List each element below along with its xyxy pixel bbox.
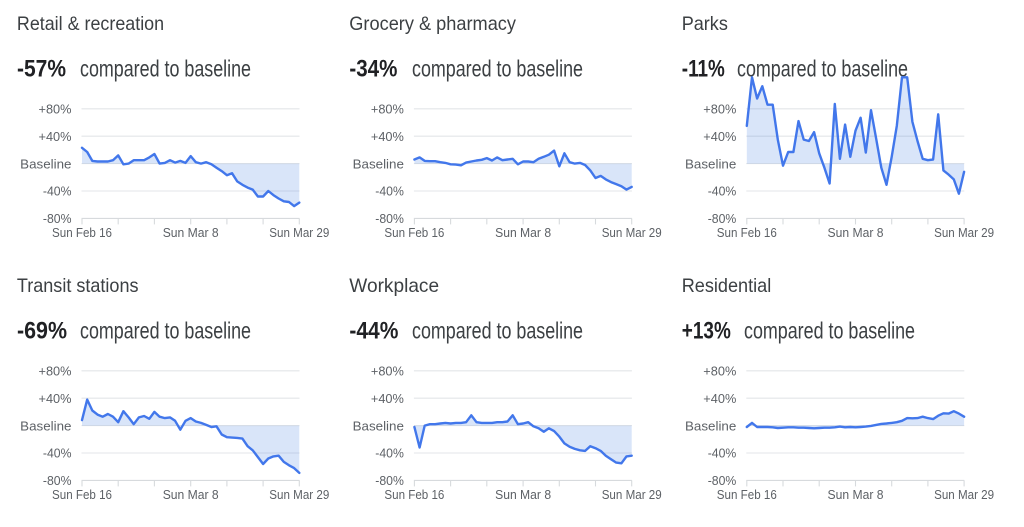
svg-text:-57%: -57% — [17, 56, 66, 83]
svg-text:Retail & recreation: Retail & recreation — [17, 13, 164, 35]
svg-text:-34%: -34% — [349, 56, 397, 83]
svg-text:Sun Mar 8: Sun Mar 8 — [163, 487, 219, 502]
svg-text:+80%: +80% — [703, 102, 736, 117]
svg-text:+13%: +13% — [682, 318, 731, 345]
svg-text:-80%: -80% — [43, 473, 72, 488]
svg-text:+80%: +80% — [39, 364, 72, 379]
svg-text:-40%: -40% — [708, 446, 737, 461]
svg-text:compared to baseline: compared to baseline — [744, 318, 915, 344]
svg-text:compared to baseline: compared to baseline — [80, 318, 251, 344]
svg-text:Sun Mar 8: Sun Mar 8 — [495, 487, 551, 502]
svg-text:Sun Feb 16: Sun Feb 16 — [717, 225, 777, 240]
svg-text:-40%: -40% — [708, 184, 737, 199]
svg-text:Transit stations: Transit stations — [17, 275, 139, 297]
svg-text:Sun Feb 16: Sun Feb 16 — [384, 487, 444, 502]
svg-text:-69%: -69% — [17, 318, 67, 345]
svg-text:-80%: -80% — [375, 473, 404, 488]
svg-text:Workplace: Workplace — [349, 275, 439, 297]
svg-text:Baseline: Baseline — [20, 418, 71, 433]
svg-text:+40%: +40% — [371, 129, 404, 144]
svg-text:Residential: Residential — [682, 275, 772, 297]
svg-text:Sun Feb 16: Sun Feb 16 — [52, 487, 112, 502]
svg-text:compared to baseline: compared to baseline — [737, 56, 908, 82]
svg-text:-44%: -44% — [349, 318, 398, 345]
svg-text:Sun Mar 29: Sun Mar 29 — [269, 225, 329, 240]
svg-text:Sun Mar 8: Sun Mar 8 — [163, 225, 219, 240]
svg-text:+40%: +40% — [39, 129, 72, 144]
svg-text:+40%: +40% — [371, 391, 404, 406]
svg-text:+80%: +80% — [371, 102, 404, 117]
svg-text:-40%: -40% — [43, 446, 72, 461]
svg-text:-40%: -40% — [375, 184, 404, 199]
svg-text:Parks: Parks — [682, 13, 728, 35]
svg-text:-80%: -80% — [43, 211, 72, 226]
svg-text:Sun Mar 8: Sun Mar 8 — [828, 487, 884, 502]
svg-text:Sun Feb 16: Sun Feb 16 — [52, 225, 112, 240]
svg-text:Sun Mar 29: Sun Mar 29 — [934, 225, 994, 240]
svg-text:+40%: +40% — [703, 391, 736, 406]
svg-text:Baseline: Baseline — [685, 156, 736, 171]
svg-text:-11%: -11% — [682, 56, 725, 83]
svg-text:Baseline: Baseline — [20, 156, 71, 171]
svg-text:+80%: +80% — [371, 364, 404, 379]
svg-text:+40%: +40% — [703, 129, 736, 144]
svg-text:Baseline: Baseline — [353, 418, 404, 433]
svg-text:Sun Mar 29: Sun Mar 29 — [602, 487, 662, 502]
svg-text:Grocery & pharmacy: Grocery & pharmacy — [349, 13, 516, 35]
svg-text:Sun Mar 8: Sun Mar 8 — [495, 225, 551, 240]
svg-text:-80%: -80% — [708, 211, 737, 226]
svg-text:-40%: -40% — [375, 446, 404, 461]
svg-text:-40%: -40% — [43, 184, 72, 199]
svg-text:Sun Feb 16: Sun Feb 16 — [717, 487, 777, 502]
svg-text:Sun Feb 16: Sun Feb 16 — [384, 225, 444, 240]
svg-text:-80%: -80% — [375, 211, 404, 226]
svg-text:compared to baseline: compared to baseline — [412, 56, 583, 82]
svg-text:-80%: -80% — [708, 473, 737, 488]
svg-text:Baseline: Baseline — [685, 418, 736, 433]
svg-text:compared to baseline: compared to baseline — [412, 318, 583, 344]
svg-text:Baseline: Baseline — [353, 156, 404, 171]
svg-text:compared to baseline: compared to baseline — [80, 56, 251, 82]
svg-text:Sun Mar 29: Sun Mar 29 — [934, 487, 994, 502]
svg-text:+80%: +80% — [703, 364, 736, 379]
svg-text:Sun Mar 29: Sun Mar 29 — [602, 225, 662, 240]
svg-text:Sun Mar 8: Sun Mar 8 — [828, 225, 884, 240]
svg-text:+40%: +40% — [39, 391, 72, 406]
svg-text:+80%: +80% — [39, 102, 72, 117]
svg-text:Sun Mar 29: Sun Mar 29 — [269, 487, 329, 502]
